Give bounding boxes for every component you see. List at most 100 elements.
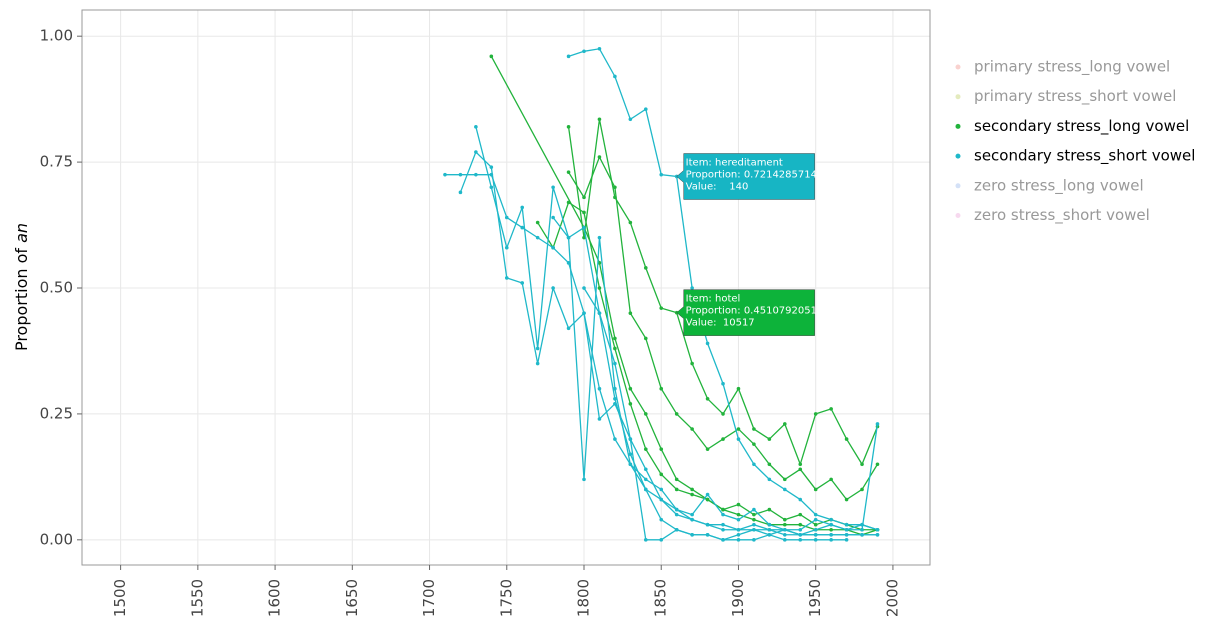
data-point [613,386,617,391]
data-point [705,341,710,346]
data-point [813,487,818,492]
data-point [752,427,756,431]
y-tick-label: 1.00 [40,27,73,45]
data-point [597,46,602,51]
x-tick-label: 1950 [806,579,824,617]
data-point [705,397,710,401]
data-point [690,487,694,492]
legend-label[interactable]: primary stress_short vowel [974,87,1176,106]
data-point [752,527,756,532]
tooltip-box [676,153,815,200]
x-tick-label: 1800 [575,579,593,617]
series-line [459,150,878,536]
data-point [566,235,571,240]
legend-label[interactable]: zero stress_short vowel [974,206,1150,225]
data-point [860,487,864,492]
data-point [566,261,571,265]
data-point [597,386,602,391]
data-point [535,220,540,225]
tooltip-text: Item: hereditament [686,157,783,168]
legend-marker [955,123,961,129]
data-point [489,185,494,190]
x-tick-label: 1650 [343,579,361,617]
data-point [643,538,648,542]
tooltip-text: Proportion: 0.4510792051 [686,306,817,317]
data-point [736,437,741,441]
x-tick-label: 1750 [497,579,515,617]
data-point [829,522,833,527]
data-point [690,492,694,497]
data-point [844,532,849,537]
data-point [628,386,633,391]
data-point [752,442,756,446]
data-point [535,361,540,366]
data-point [813,412,818,416]
data-point [566,326,571,331]
data-point [597,286,602,290]
data-point [474,172,478,177]
data-point [659,306,664,310]
data-point [783,517,787,522]
data-point [659,386,664,391]
data-point [798,467,803,472]
data-point [767,477,772,482]
y-axis-title-emphasis: an [12,223,31,243]
x-tick-label: 1700 [420,579,438,617]
data-point [551,215,555,220]
tooltip-box [676,289,815,336]
data-point [813,522,818,527]
data-point [736,538,741,542]
data-point [721,522,725,527]
data-point [829,538,833,542]
y-tick-label: 0.50 [40,279,73,297]
data-point [736,502,741,507]
data-point [659,472,664,477]
data-point [721,412,725,416]
data-point [613,397,617,401]
data-point [628,462,633,467]
data-point [474,125,478,129]
data-point [659,497,664,502]
data-point [613,74,617,79]
data-point [582,225,586,230]
data-point [813,512,818,517]
data-point [798,527,803,532]
legend-label[interactable]: secondary stress_long vowel [974,117,1189,136]
data-point [721,538,725,542]
data-point [736,386,741,391]
data-point [736,427,741,431]
x-tick-label: 2000 [883,579,901,617]
legend-label[interactable]: primary stress_long vowel [974,58,1170,77]
data-point [767,532,772,537]
data-point [798,462,803,467]
data-point [643,487,648,492]
data-point [736,512,741,517]
x-tick-label: 1850 [652,579,670,617]
data-point [767,437,772,441]
data-point [582,49,586,54]
data-point [813,538,818,542]
lines [443,46,880,542]
legend-label[interactable]: secondary stress_short vowel [974,147,1195,166]
tooltip-text: Value: 10517 [686,318,755,329]
data-point [813,517,818,522]
data-point [504,245,509,250]
data-point [752,462,756,467]
data-point [813,532,818,537]
data-point [705,492,710,497]
data-point [613,437,617,441]
data-point [860,532,864,537]
x-tick-label: 1500 [111,579,129,617]
data-point [736,527,741,532]
data-point [674,507,679,512]
data-point [659,487,664,492]
data-point [690,427,694,431]
data-point [566,200,571,205]
data-point [798,538,803,542]
legend-label[interactable]: zero stress_long vowel [974,176,1144,195]
data-point [798,522,803,527]
legend-marker [955,153,961,159]
data-point [520,205,525,210]
legend: primary stress_long vowel primary stress_… [955,58,1195,225]
data-point [705,497,710,502]
